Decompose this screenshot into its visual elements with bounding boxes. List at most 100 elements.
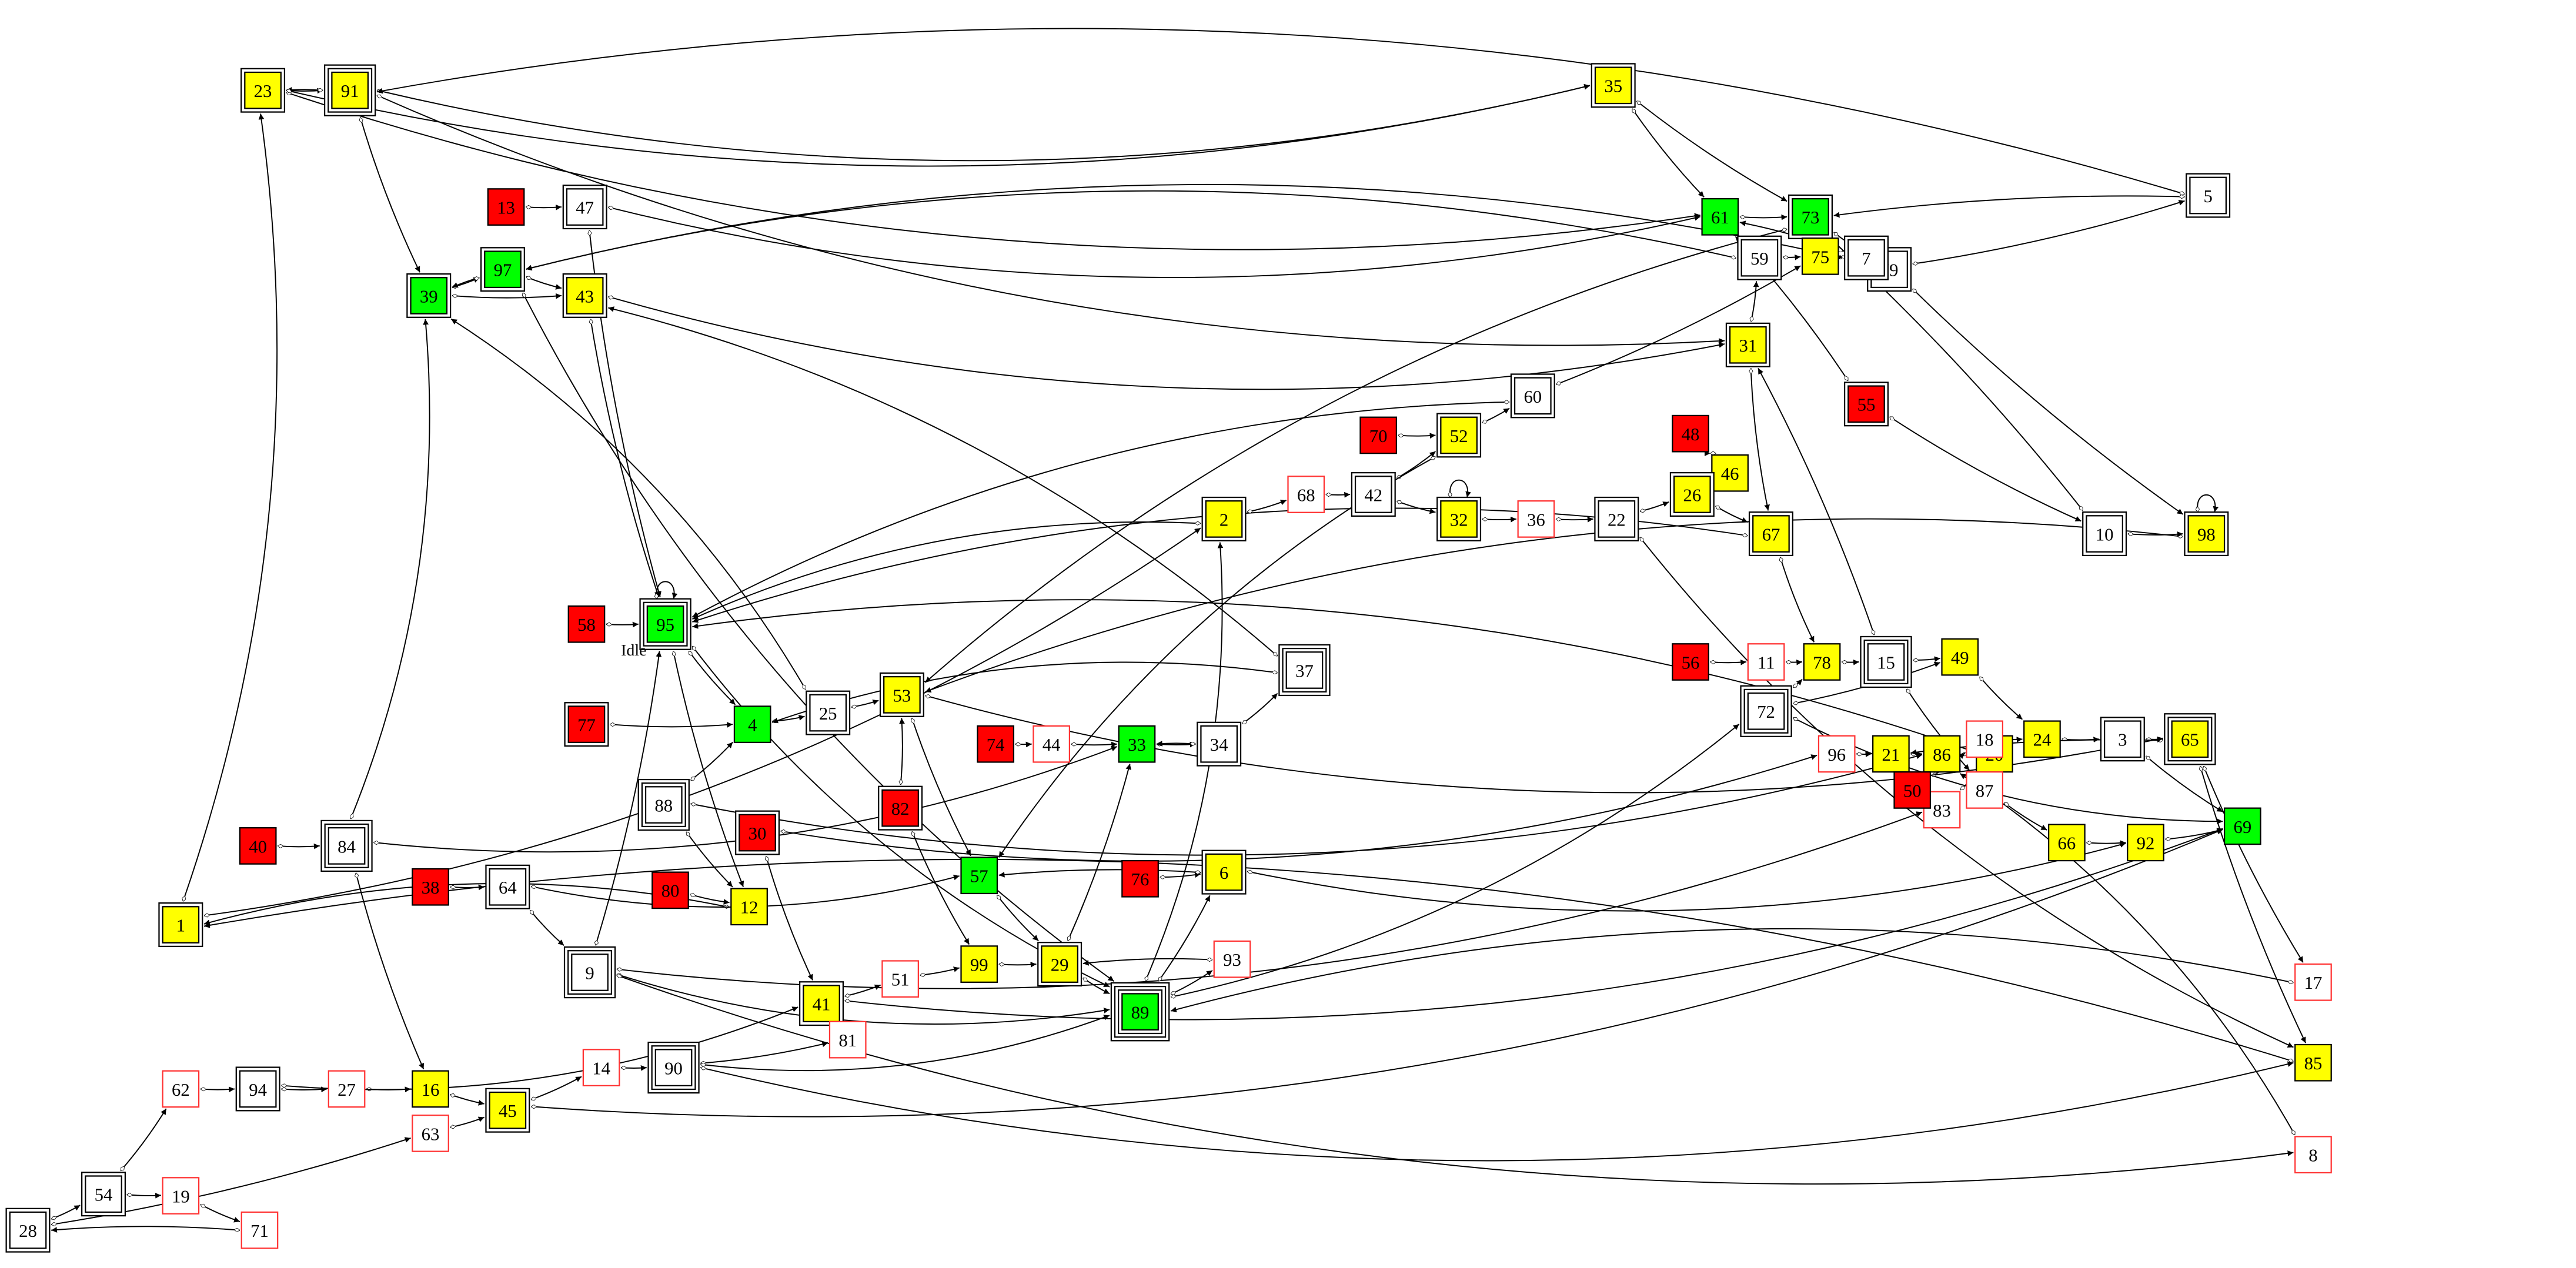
node-12[interactable]: 12 (730, 888, 768, 926)
node-1[interactable]: 1 (158, 902, 203, 948)
node-99[interactable]: 99 (960, 945, 998, 983)
node-50[interactable]: 50 (1893, 771, 1932, 809)
node-44[interactable]: 44 (1033, 725, 1071, 763)
node-52[interactable]: 52 (1436, 413, 1482, 458)
node-11[interactable]: 11 (1747, 643, 1785, 681)
node-41[interactable]: 41 (799, 981, 844, 1026)
node-5[interactable]: 5 (2186, 173, 2231, 218)
node-82[interactable]: 82 (878, 785, 923, 831)
node-95[interactable]: 95 (639, 598, 691, 650)
node-78[interactable]: 78 (1803, 643, 1841, 681)
node-34[interactable]: 34 (1197, 721, 1242, 767)
node-22[interactable]: 22 (1594, 496, 1639, 541)
node-36[interactable]: 36 (1517, 500, 1555, 538)
node-72[interactable]: 72 (1740, 685, 1792, 737)
node-13[interactable]: 13 (487, 188, 525, 226)
node-48[interactable]: 48 (1672, 414, 1709, 453)
node-64[interactable]: 64 (485, 864, 530, 909)
node-90[interactable]: 90 (647, 1041, 700, 1094)
node-4[interactable]: 4 (733, 705, 771, 744)
node-58[interactable]: 58 (567, 605, 606, 643)
node-37[interactable]: 37 (1278, 644, 1331, 697)
node-59[interactable]: 59 (1737, 235, 1782, 280)
node-39[interactable]: 39 (406, 273, 452, 318)
node-55[interactable]: 55 (1843, 382, 1889, 427)
node-45[interactable]: 45 (485, 1088, 530, 1133)
node-43[interactable]: 43 (562, 273, 607, 318)
node-51[interactable]: 51 (881, 960, 919, 998)
node-49[interactable]: 49 (1941, 638, 1979, 676)
node-53[interactable]: 53 (879, 672, 924, 717)
node-60[interactable]: 60 (1510, 373, 1555, 419)
node-86[interactable]: 86 (1923, 735, 1961, 773)
node-54[interactable]: 54 (81, 1172, 126, 1217)
node-84[interactable]: 84 (320, 819, 373, 872)
node-16[interactable]: 16 (412, 1070, 449, 1108)
node-23[interactable]: 23 (240, 68, 286, 113)
node-28[interactable]: 28 (5, 1207, 51, 1253)
node-32[interactable]: 32 (1436, 496, 1482, 541)
node-89[interactable]: 89 (1110, 982, 1170, 1042)
node-57[interactable]: 57 (960, 857, 998, 895)
node-40[interactable]: 40 (239, 827, 277, 865)
node-75[interactable]: 75 (1801, 237, 1839, 275)
node-25[interactable]: 25 (806, 690, 851, 735)
node-33[interactable]: 33 (1118, 725, 1156, 763)
node-8[interactable]: 8 (2294, 1136, 2332, 1174)
node-38[interactable]: 38 (412, 868, 449, 906)
node-21[interactable]: 21 (1872, 735, 1910, 773)
node-69[interactable]: 69 (2223, 807, 2261, 845)
node-7[interactable]: 7 (1843, 235, 1889, 280)
node-62[interactable]: 62 (162, 1070, 200, 1108)
node-67[interactable]: 67 (1748, 511, 1793, 557)
node-31[interactable]: 31 (1725, 322, 1770, 367)
node-93[interactable]: 93 (1213, 940, 1251, 978)
node-87[interactable]: 87 (1966, 771, 2004, 809)
node-70[interactable]: 70 (1359, 416, 1398, 454)
node-15[interactable]: 15 (1860, 635, 1912, 688)
node-27[interactable]: 27 (328, 1070, 366, 1108)
node-98[interactable]: 98 (2184, 511, 2229, 557)
node-17[interactable]: 17 (2294, 963, 2332, 1001)
node-73[interactable]: 73 (1788, 194, 1833, 239)
node-46[interactable]: 46 (1711, 454, 1749, 492)
node-6[interactable]: 6 (1201, 849, 1247, 895)
node-94[interactable]: 94 (235, 1066, 280, 1112)
node-80[interactable]: 80 (651, 871, 689, 909)
node-30[interactable]: 30 (735, 810, 780, 855)
node-74[interactable]: 74 (977, 725, 1015, 763)
node-9[interactable]: 9 (563, 946, 616, 999)
node-42[interactable]: 42 (1351, 472, 1396, 517)
node-24[interactable]: 24 (2023, 720, 2061, 758)
node-10[interactable]: 10 (2082, 511, 2127, 557)
node-77[interactable]: 77 (564, 702, 609, 747)
node-14[interactable]: 14 (582, 1049, 620, 1086)
node-71[interactable]: 71 (240, 1211, 279, 1249)
node-81[interactable]: 81 (828, 1021, 867, 1059)
node-box (1966, 720, 2004, 758)
node-61[interactable]: 61 (1701, 198, 1739, 236)
node-88[interactable]: 88 (637, 778, 690, 831)
node-76[interactable]: 76 (1121, 859, 1159, 898)
node-85[interactable]: 85 (2294, 1043, 2332, 1082)
node-92[interactable]: 92 (2127, 824, 2164, 862)
node-2[interactable]: 2 (1201, 496, 1247, 541)
node-3[interactable]: 3 (2100, 717, 2145, 762)
node-96[interactable]: 96 (1817, 735, 1856, 773)
node-19[interactable]: 19 (162, 1177, 200, 1215)
node-box (1517, 500, 1555, 538)
node-91[interactable]: 91 (323, 64, 376, 116)
edge-10-to-98 (2128, 534, 2183, 535)
node-18[interactable]: 18 (1966, 720, 2004, 758)
node-65[interactable]: 65 (2164, 713, 2216, 765)
node-label: 54 (95, 1185, 113, 1205)
node-35[interactable]: 35 (1591, 63, 1636, 108)
node-68[interactable]: 68 (1287, 476, 1325, 513)
node-63[interactable]: 63 (412, 1115, 449, 1152)
node-66[interactable]: 66 (2048, 824, 2086, 862)
node-56[interactable]: 56 (1672, 643, 1709, 681)
node-26[interactable]: 26 (1669, 472, 1715, 517)
node-29[interactable]: 29 (1037, 942, 1082, 987)
node-97[interactable]: 97 (480, 247, 525, 292)
node-47[interactable]: 47 (562, 185, 607, 230)
